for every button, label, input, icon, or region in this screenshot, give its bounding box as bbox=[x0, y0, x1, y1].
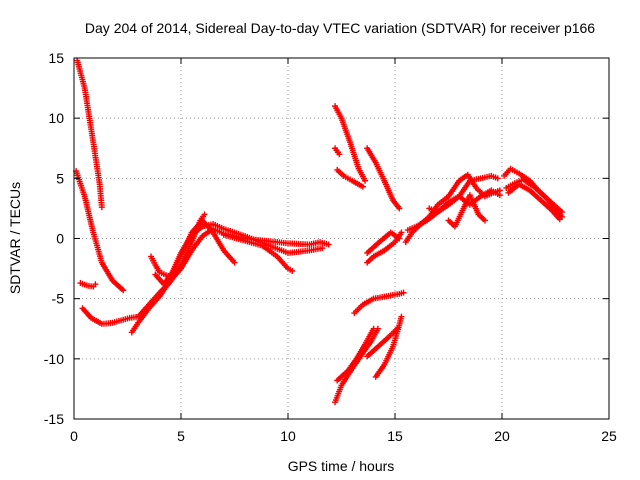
data-point bbox=[289, 267, 296, 274]
data-point bbox=[370, 325, 377, 332]
data-point bbox=[398, 313, 405, 320]
data-series-segment bbox=[364, 229, 403, 256]
data-point bbox=[325, 241, 332, 248]
data-series-segment bbox=[332, 103, 369, 184]
data-point bbox=[359, 183, 366, 190]
x-tick-label: 15 bbox=[387, 428, 403, 444]
data-point bbox=[319, 245, 326, 252]
data-series-segment bbox=[334, 166, 366, 190]
data-series-segment bbox=[152, 221, 326, 288]
data-series-segment bbox=[334, 325, 377, 384]
data-series-segment bbox=[364, 229, 405, 266]
y-tick-label: -15 bbox=[44, 411, 64, 427]
data-point bbox=[201, 211, 208, 218]
y-axis-label: SDTVAR / TECUs bbox=[7, 182, 23, 294]
data-series-segment bbox=[220, 231, 296, 274]
y-tick-label: 10 bbox=[48, 110, 64, 126]
data-point bbox=[362, 177, 369, 184]
data-series-segment bbox=[505, 181, 563, 223]
chart-title: Day 204 of 2014, Sidereal Day-to-day VTE… bbox=[85, 20, 595, 36]
data-series-segment bbox=[332, 325, 381, 406]
data-point bbox=[556, 216, 563, 223]
x-tick-label: 5 bbox=[177, 428, 185, 444]
data-series-segment bbox=[73, 168, 127, 294]
data-point bbox=[494, 175, 501, 182]
data-series-segment bbox=[426, 172, 501, 216]
data-series-segment bbox=[402, 171, 503, 246]
data-series-segment bbox=[445, 192, 488, 230]
x-axis-ticks: 0 5 10 15 20 25 bbox=[70, 58, 617, 444]
x-tick-label: 10 bbox=[280, 428, 296, 444]
data-point bbox=[396, 235, 403, 242]
data-series-segment bbox=[503, 176, 565, 220]
data-point bbox=[336, 151, 343, 158]
data-point bbox=[394, 325, 401, 332]
data-series-segment bbox=[332, 145, 343, 158]
data-point bbox=[398, 229, 405, 236]
x-tick-label: 25 bbox=[601, 428, 617, 444]
y-tick-label: 0 bbox=[56, 231, 64, 247]
y-tick-label: -5 bbox=[52, 291, 65, 307]
data-point bbox=[231, 259, 238, 266]
y-tick-label: -10 bbox=[44, 351, 64, 367]
data-series-segment bbox=[364, 145, 403, 212]
data-point bbox=[481, 217, 488, 224]
y-tick-label: 5 bbox=[56, 170, 64, 186]
y-axis-ticks: -15 -10 -5 0 5 10 15 bbox=[44, 50, 609, 427]
x-tick-label: 0 bbox=[70, 428, 78, 444]
data-point bbox=[396, 205, 403, 212]
data-point bbox=[98, 204, 105, 211]
data-points bbox=[73, 57, 565, 406]
data-series-segment bbox=[74, 57, 105, 211]
data-series-segment bbox=[351, 289, 407, 317]
y-tick-label: 15 bbox=[48, 50, 64, 66]
data-point bbox=[400, 289, 407, 296]
grid-lines bbox=[74, 58, 609, 419]
data-series-segment bbox=[364, 325, 401, 360]
data-point bbox=[120, 287, 127, 294]
x-axis-label: GPS time / hours bbox=[288, 458, 395, 474]
x-tick-label: 20 bbox=[494, 428, 510, 444]
data-series-segment bbox=[77, 280, 99, 290]
data-point bbox=[496, 192, 503, 199]
data-series-segment bbox=[79, 211, 208, 327]
data-point bbox=[92, 281, 99, 288]
